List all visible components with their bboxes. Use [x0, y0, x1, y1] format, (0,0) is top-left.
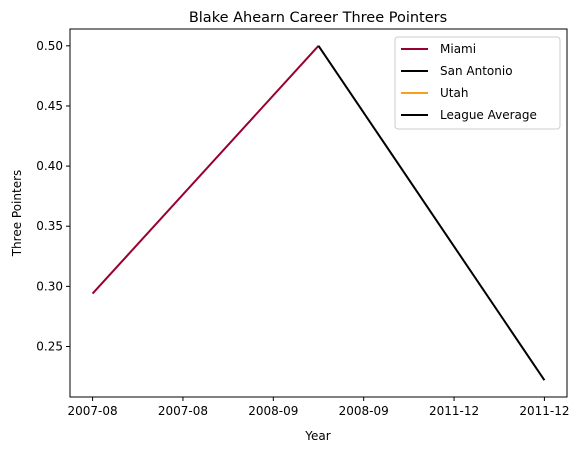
x-tick-label: 2011-12 — [519, 404, 569, 418]
y-tick-label: 0.40 — [36, 159, 63, 173]
chart-title: Blake Ahearn Career Three Pointers — [189, 10, 447, 26]
x-tick-label: 2007-08 — [158, 404, 208, 418]
series-line-san-antonio — [317, 45, 546, 381]
legend: Miami San Antonio Utah League Average — [394, 36, 561, 130]
legend-label: San Antonio — [440, 64, 513, 78]
series-line-miami — [91, 45, 320, 295]
y-tick-label: 0.30 — [36, 279, 63, 293]
x-tick-label: 2011-12 — [429, 404, 479, 418]
legend-label: Utah — [440, 86, 468, 100]
legend-label: League Average — [440, 108, 537, 122]
y-tick-label: 0.45 — [36, 99, 63, 113]
y-tick-label: 0.50 — [36, 39, 63, 53]
x-tick-label: 2007-08 — [68, 404, 118, 418]
y-axis-label: Three Pointers — [10, 170, 24, 258]
x-tick-label: 2008-09 — [339, 404, 389, 418]
plot-frame — [69, 28, 568, 398]
legend-box — [394, 36, 561, 130]
x-tick-label: 2008-09 — [248, 404, 298, 418]
legend-label: Miami — [440, 42, 476, 56]
y-tick-label: 0.25 — [36, 339, 63, 353]
y-tick-label: 0.35 — [36, 219, 63, 233]
x-axis-label: Year — [304, 429, 330, 443]
